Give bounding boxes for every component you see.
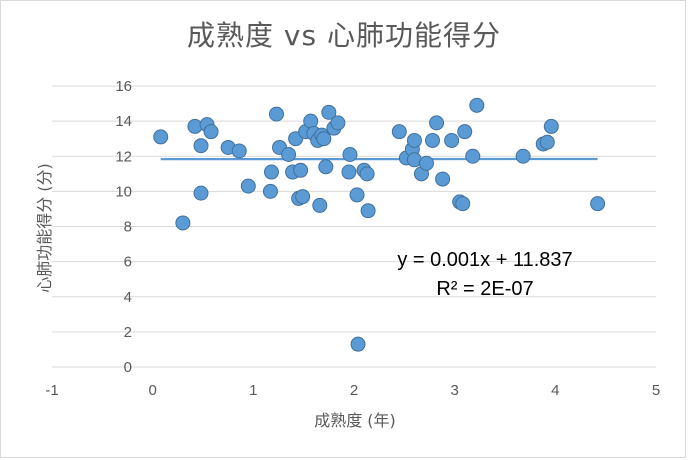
y-axis-title: 心肺功能得分 (分) xyxy=(35,163,54,293)
data-points xyxy=(153,97,606,352)
y-tick-label: 4 xyxy=(124,289,132,306)
data-point xyxy=(203,124,219,140)
data-point xyxy=(153,129,169,145)
x-tick-label: 3 xyxy=(450,382,458,399)
data-point xyxy=(360,203,376,219)
data-point xyxy=(342,146,358,162)
y-tick-label: 8 xyxy=(124,219,132,236)
y-tick-label: 10 xyxy=(115,183,132,200)
data-point xyxy=(193,138,209,154)
data-point xyxy=(295,189,311,205)
data-point xyxy=(262,183,278,199)
y-tick-label: 16 xyxy=(115,78,132,95)
trendline-r-squared: R² = 2E-07 xyxy=(436,278,533,300)
data-point xyxy=(590,196,606,212)
data-point xyxy=(268,106,284,122)
gridlines xyxy=(52,85,656,368)
data-point xyxy=(455,196,471,212)
data-point xyxy=(418,155,434,171)
data-point xyxy=(425,132,441,148)
y-tick-label: 2 xyxy=(124,324,132,341)
data-point xyxy=(193,185,209,201)
data-point xyxy=(515,148,531,164)
data-point xyxy=(457,124,473,140)
data-point xyxy=(543,118,559,134)
data-point xyxy=(406,132,422,148)
trendline-equation: y = 0.001x + 11.837 xyxy=(397,249,572,271)
data-point xyxy=(341,164,357,180)
data-point xyxy=(435,171,451,187)
data-point xyxy=(303,113,319,129)
data-point xyxy=(316,131,332,147)
data-point xyxy=(539,134,555,150)
data-point xyxy=(469,97,485,113)
x-tick-label: 5 xyxy=(652,382,660,399)
data-point xyxy=(263,164,279,180)
y-tick-label: 6 xyxy=(124,254,132,271)
x-tick-label: -1 xyxy=(45,382,58,399)
data-point xyxy=(350,336,366,352)
data-point xyxy=(359,166,375,182)
y-tick-label: 0 xyxy=(124,359,132,376)
data-point xyxy=(293,162,309,178)
data-point xyxy=(281,146,297,162)
data-point xyxy=(240,178,256,194)
data-point xyxy=(330,115,346,131)
y-tick-label: 12 xyxy=(115,148,132,165)
x-axis-title: 成熟度 (年) xyxy=(314,411,396,430)
data-point xyxy=(465,148,481,164)
chart-title: 成熟度 vs 心肺功能得分 xyxy=(187,19,501,52)
data-point xyxy=(312,197,328,213)
data-point xyxy=(175,215,191,231)
x-tick-label: 1 xyxy=(249,382,257,399)
data-point xyxy=(391,124,407,140)
x-tick-label: 0 xyxy=(148,382,156,399)
x-axis-tick-labels: -1 0 1 2 3 4 5 xyxy=(45,382,660,399)
data-point xyxy=(231,143,247,159)
y-tick-label: 14 xyxy=(115,113,132,130)
y-axis-tick-labels: 0 2 4 6 8 10 12 14 16 xyxy=(115,78,132,376)
x-tick-label: 4 xyxy=(551,382,559,399)
data-point xyxy=(321,104,337,120)
data-point xyxy=(429,115,445,131)
data-point xyxy=(444,132,460,148)
data-point xyxy=(349,187,365,203)
x-tick-label: 2 xyxy=(350,382,358,399)
data-point xyxy=(318,159,334,175)
